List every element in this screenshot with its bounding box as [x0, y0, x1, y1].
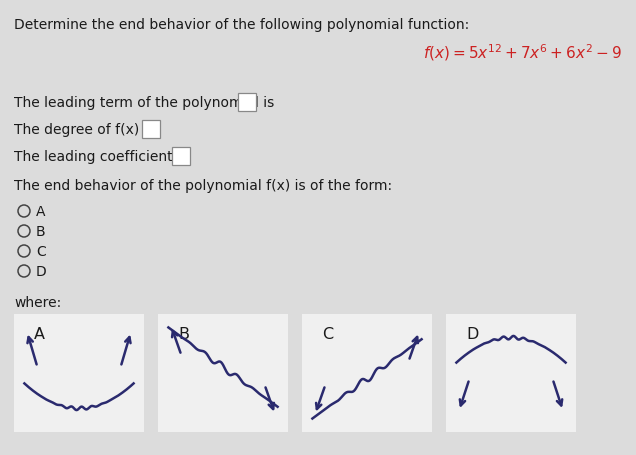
Text: where:: where:: [14, 295, 61, 309]
FancyBboxPatch shape: [172, 148, 190, 165]
Text: C: C: [36, 244, 46, 258]
Text: The leading term of the polynomial is: The leading term of the polynomial is: [14, 96, 274, 110]
FancyBboxPatch shape: [302, 314, 432, 432]
FancyBboxPatch shape: [158, 314, 288, 432]
Text: The degree of f(x) is: The degree of f(x) is: [14, 123, 155, 136]
Text: B: B: [178, 326, 189, 341]
Text: A: A: [36, 205, 46, 218]
FancyBboxPatch shape: [14, 314, 144, 432]
Text: The leading coefficient is: The leading coefficient is: [14, 150, 188, 164]
Text: The end behavior of the polynomial f(x) is of the form:: The end behavior of the polynomial f(x) …: [14, 179, 392, 192]
Text: C: C: [322, 326, 333, 341]
FancyBboxPatch shape: [142, 121, 160, 138]
Text: Determine the end behavior of the following polynomial function:: Determine the end behavior of the follow…: [14, 18, 469, 32]
FancyBboxPatch shape: [446, 314, 576, 432]
Text: D: D: [466, 326, 478, 341]
Text: B: B: [36, 224, 46, 238]
Text: $f(x) = 5x^{12} + 7x^6 + 6x^2 - 9$: $f(x) = 5x^{12} + 7x^6 + 6x^2 - 9$: [424, 42, 622, 62]
Text: D: D: [36, 264, 47, 278]
FancyBboxPatch shape: [238, 94, 256, 111]
Text: A: A: [34, 326, 45, 341]
